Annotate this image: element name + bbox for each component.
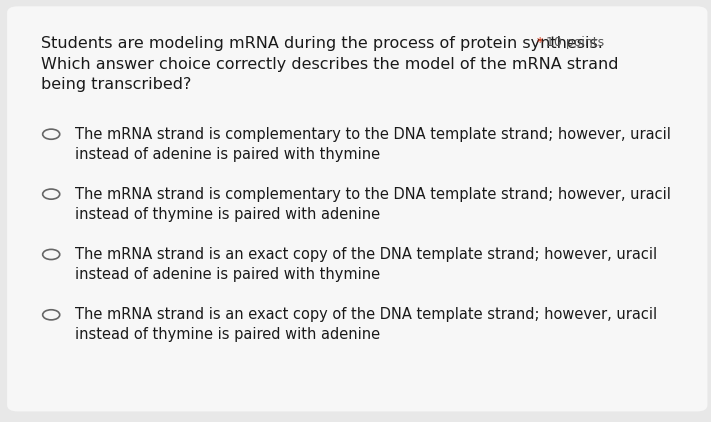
Text: The mRNA strand is complementary to the DNA template strand; however, uracil: The mRNA strand is complementary to the … [75, 187, 670, 202]
FancyBboxPatch shape [7, 6, 707, 411]
Text: *: * [537, 36, 543, 49]
Text: being transcribed?: being transcribed? [41, 77, 191, 92]
Text: instead of adenine is paired with thymine: instead of adenine is paired with thymin… [75, 267, 380, 282]
Text: instead of thymine is paired with adenine: instead of thymine is paired with adenin… [75, 207, 380, 222]
Text: instead of adenine is paired with thymine: instead of adenine is paired with thymin… [75, 147, 380, 162]
Text: Which answer choice correctly describes the model of the mRNA strand: Which answer choice correctly describes … [41, 57, 619, 72]
Text: The mRNA strand is an exact copy of the DNA template strand; however, uracil: The mRNA strand is an exact copy of the … [75, 247, 657, 262]
Text: 10 points: 10 points [546, 36, 604, 49]
Text: instead of thymine is paired with adenine: instead of thymine is paired with adenin… [75, 327, 380, 343]
Text: Students are modeling mRNA during the process of protein synthesis.: Students are modeling mRNA during the pr… [41, 36, 603, 51]
Text: The mRNA strand is complementary to the DNA template strand; however, uracil: The mRNA strand is complementary to the … [75, 127, 670, 142]
Text: The mRNA strand is an exact copy of the DNA template strand; however, uracil: The mRNA strand is an exact copy of the … [75, 307, 657, 322]
